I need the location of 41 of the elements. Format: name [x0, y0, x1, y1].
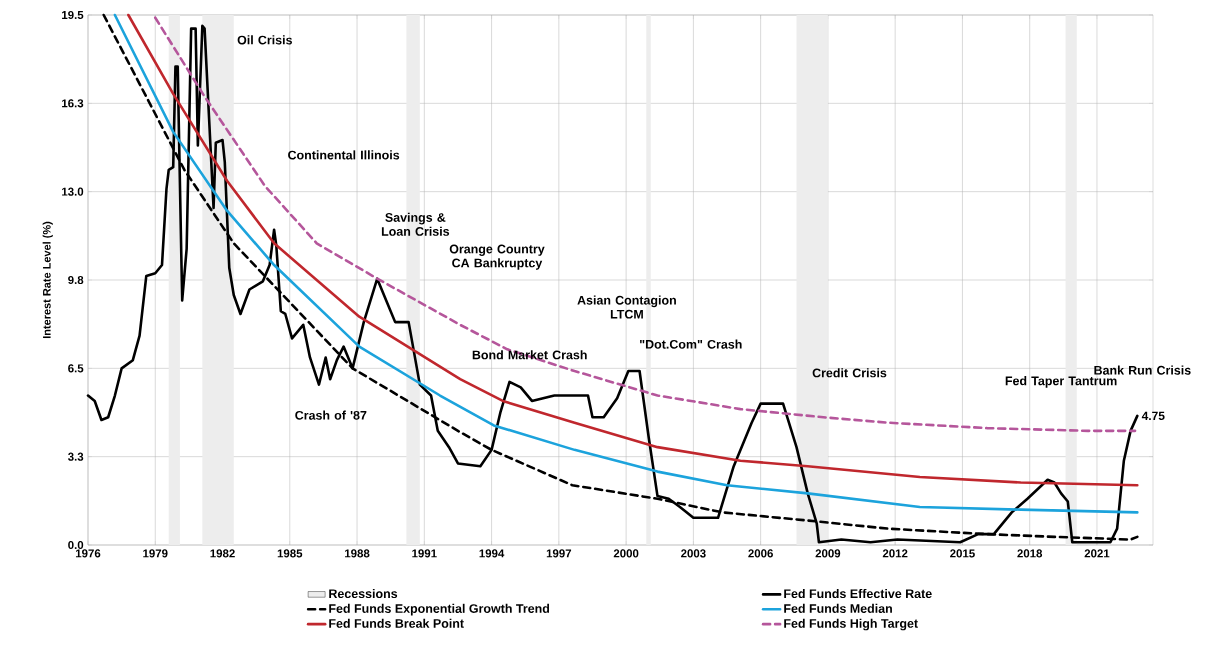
y-tick-label: 9.8: [68, 275, 84, 285]
x-tick-label: 1988: [345, 549, 370, 558]
x-tick-label: 1979: [143, 549, 168, 558]
legend-label: Recessions: [329, 588, 398, 599]
annotation: Credit Crisis: [812, 368, 887, 378]
legend-label: Fed Funds Break Point: [329, 618, 464, 628]
y-tick-label: 0.0: [68, 540, 84, 550]
legend-label: Fed Funds Exponential Growth Trend: [329, 603, 550, 616]
x-tick-label: 1991: [412, 549, 437, 558]
y-axis-title: Interest Rate Level (%): [42, 221, 53, 339]
y-tick-label: 16.3: [62, 99, 84, 108]
x-tick-label: 2018: [1017, 549, 1043, 558]
x-tick-label: 2015: [950, 549, 975, 558]
x-tick-label: 1997: [546, 549, 572, 558]
x-tick-label: 1985: [277, 549, 303, 558]
legend-label: Fed Funds Median: [784, 603, 892, 613]
x-tick-label: 2003: [681, 549, 706, 558]
annotation: Crash of '87: [295, 410, 367, 420]
x-tick-label: 1976: [75, 549, 101, 558]
y-tick-label: 6.5: [68, 364, 84, 373]
annotation: Savings & Loan Crisis: [381, 212, 450, 236]
annotation: Asian Contagion LTCM: [577, 295, 676, 319]
annotation: Continental Illinois: [288, 150, 400, 160]
x-tick-label: 1994: [479, 549, 505, 558]
y-tick-label: 19.5: [62, 10, 84, 20]
annotation: Orange Country CA Bankruptcy: [449, 244, 545, 270]
x-tick-label: 1982: [210, 549, 235, 558]
y-tick-label: 13.0: [62, 187, 84, 196]
annotation: Fed Taper Tantrum: [1005, 376, 1117, 388]
legend-label: Fed Funds High Target: [784, 618, 918, 631]
x-tick-label: 2021: [1084, 549, 1110, 558]
annotation: Oil Crisis: [237, 35, 292, 45]
x-tick-label: 2006: [748, 549, 773, 558]
annotation: Bank Run Crisis: [1094, 365, 1191, 375]
legend-label: Fed Funds Effective Rate: [784, 588, 932, 599]
x-tick-label: 2009: [815, 549, 841, 558]
x-tick-label: 2012: [882, 549, 908, 558]
data-label: 4.75: [1141, 411, 1165, 421]
x-tick-label: 2000: [613, 549, 639, 558]
y-tick-label: 3.3: [67, 452, 84, 461]
annotation: "Dot.Com" Crash: [640, 339, 742, 349]
